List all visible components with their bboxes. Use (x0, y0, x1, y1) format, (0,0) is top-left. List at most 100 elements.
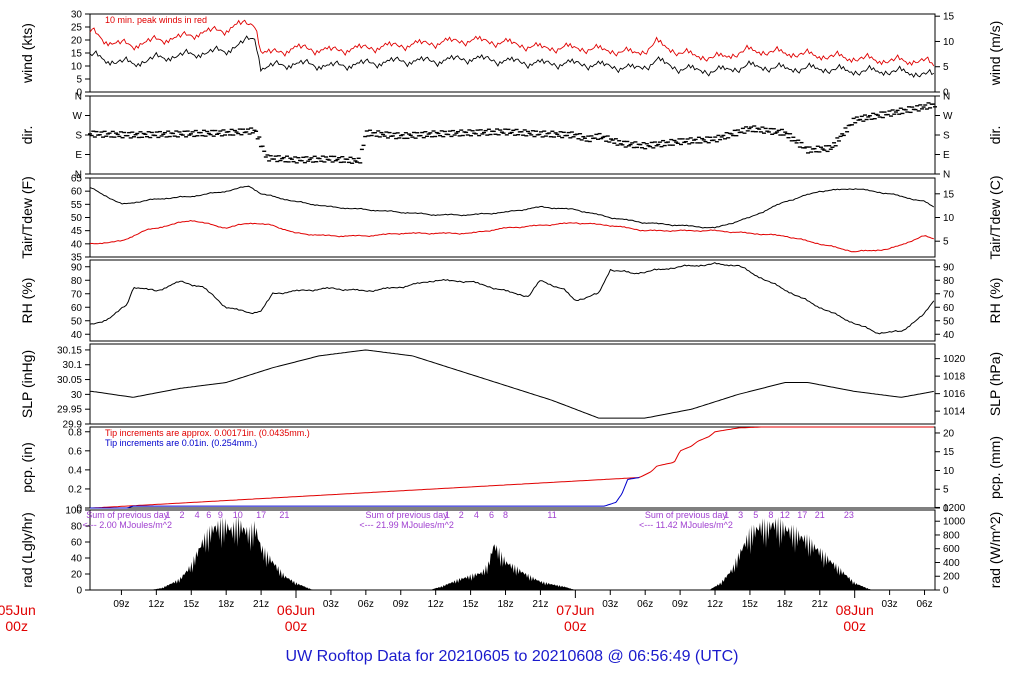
y-tick-label: 29.9 (63, 420, 83, 431)
day-label: 07Jun (556, 602, 594, 618)
y-tick-right-label: W (943, 111, 953, 122)
y-tick-label: 0.2 (68, 484, 82, 495)
series-line (90, 349, 934, 419)
y-tick-right-label: 800 (943, 530, 960, 541)
y-tick-right-label: 0 (943, 586, 949, 597)
y-tick-label: S (75, 131, 82, 142)
y-tick-label: 30 (71, 10, 83, 21)
day-label: 08Jun (836, 602, 874, 618)
day-hour-label: 00z (285, 618, 308, 634)
y-tick-label: 60 (71, 187, 83, 198)
y-tick-label: 90 (71, 262, 83, 273)
panel-annotation: 10 min. peak winds in red (105, 15, 207, 25)
y-tick-label: 40 (71, 330, 83, 341)
y-tick-label: 0.8 (68, 427, 82, 438)
y-tick-right-label: 0 (943, 88, 949, 99)
chart-title: UW Rooftop Data for 20210605 to 20210608… (285, 648, 739, 665)
x-tick-label: 12z (428, 599, 444, 610)
y-tick-right-label: 10 (943, 37, 955, 48)
y-tick-right-label: 15 (943, 189, 955, 200)
x-tick-label: 18z (777, 599, 793, 610)
y-tick-label: 45 (71, 226, 83, 237)
hour-mark: 11 (547, 510, 556, 520)
y-axis-label-left: rad (Lgly/hr) (19, 512, 35, 587)
hour-mark: 1 (724, 510, 729, 520)
y-tick-right-label: 10 (943, 213, 955, 224)
daily-sum-note: <--- 2.00 MJoules/m^2 (82, 520, 172, 530)
y-tick-right-label: 20 (943, 428, 955, 439)
panel-annotation: Tip increments are 0.01in. (0.254mm.) (105, 438, 257, 448)
y-tick-label: 60 (71, 303, 83, 314)
y-tick-right-label: 600 (943, 544, 960, 555)
y-tick-right-label: 1016 (943, 389, 966, 400)
y-axis-label-right: RH (%) (987, 278, 1003, 324)
x-tick-label: 09z (393, 599, 409, 610)
hour-mark: 23 (844, 510, 854, 520)
series-line (89, 35, 935, 79)
x-tick-label: 03z (602, 599, 618, 610)
y-axis-label-right: wind (m/s) (987, 21, 1003, 87)
day-label: 05Jun (0, 602, 36, 618)
y-tick-right-label: 400 (943, 558, 960, 569)
y-axis-label-right: Tair/Tdew (C) (987, 175, 1003, 259)
y-tick-label: E (75, 150, 82, 161)
x-tick-label: 21z (253, 599, 269, 610)
panel-frame (89, 426, 936, 509)
hour-mark: 4 (195, 510, 200, 520)
hour-mark: 12 (780, 510, 790, 520)
y-tick-right-label: 5 (943, 237, 949, 248)
x-tick-label: 15z (463, 599, 479, 610)
y-axis-label-right: SLP (hPa) (987, 352, 1003, 416)
hour-mark: 21 (279, 510, 289, 520)
day-hour-label: 00z (564, 618, 587, 634)
hour-mark: 1 (165, 510, 170, 520)
y-tick-right-label: 1014 (943, 407, 966, 418)
series-line (89, 219, 934, 253)
daily-sum-note: Sum of previous day (645, 510, 728, 520)
y-tick-label: 0 (76, 88, 82, 99)
y-tick-label: W (73, 111, 83, 122)
y-tick-label: 5 (76, 75, 82, 86)
y-tick-label: N (75, 92, 82, 103)
y-tick-label: 65 (71, 174, 83, 185)
series-line (89, 185, 935, 229)
y-tick-right-label: 1020 (943, 354, 966, 365)
panel-frame (89, 13, 936, 93)
hour-mark: 17 (256, 510, 266, 520)
x-tick-label: 15z (742, 599, 758, 610)
y-axis-label-left: wind (kts) (19, 23, 35, 84)
y-tick-label: 15 (71, 49, 83, 60)
y-tick-right-label: 90 (943, 262, 955, 273)
y-tick-right-label: 15 (943, 12, 955, 23)
y-tick-right-label: 5 (943, 62, 949, 73)
y-tick-label: 0.6 (68, 446, 82, 457)
y-tick-label: 0.4 (68, 465, 82, 476)
panel-frame (89, 177, 936, 258)
panel-frame (89, 259, 936, 342)
y-tick-label: 40 (71, 554, 83, 565)
y-tick-label: 30.15 (57, 345, 82, 356)
x-tick-label: 06z (358, 599, 374, 610)
hour-mark: 6 (489, 510, 494, 520)
y-axis-label-right: pcp. (mm) (987, 436, 1003, 499)
x-tick-label: 09z (113, 599, 129, 610)
hour-mark: 6 (206, 510, 211, 520)
hour-mark: 3 (738, 510, 743, 520)
x-tick-label: 09z (672, 599, 688, 610)
hour-mark: 9 (218, 510, 223, 520)
y-tick-right-label: N (943, 170, 950, 181)
y-tick-label: 20 (71, 570, 83, 581)
y-tick-label: 29.95 (57, 405, 82, 416)
hour-mark: 8 (768, 510, 773, 520)
x-tick-label: 12z (707, 599, 723, 610)
hour-mark: 5 (753, 510, 758, 520)
day-hour-label: 00z (5, 618, 28, 634)
hour-mark: 17 (797, 510, 807, 520)
y-axis-label-left: Tair/Tdew (F) (19, 176, 35, 258)
y-tick-label: 30 (71, 390, 83, 401)
daily-sum-note: <--- 11.42 MJoules/m^2 (639, 520, 733, 530)
x-tick-label: 21z (532, 599, 548, 610)
y-tick-label: 80 (71, 276, 83, 287)
y-tick-right-label: 1200 (943, 503, 966, 514)
x-tick-label: 18z (497, 599, 513, 610)
